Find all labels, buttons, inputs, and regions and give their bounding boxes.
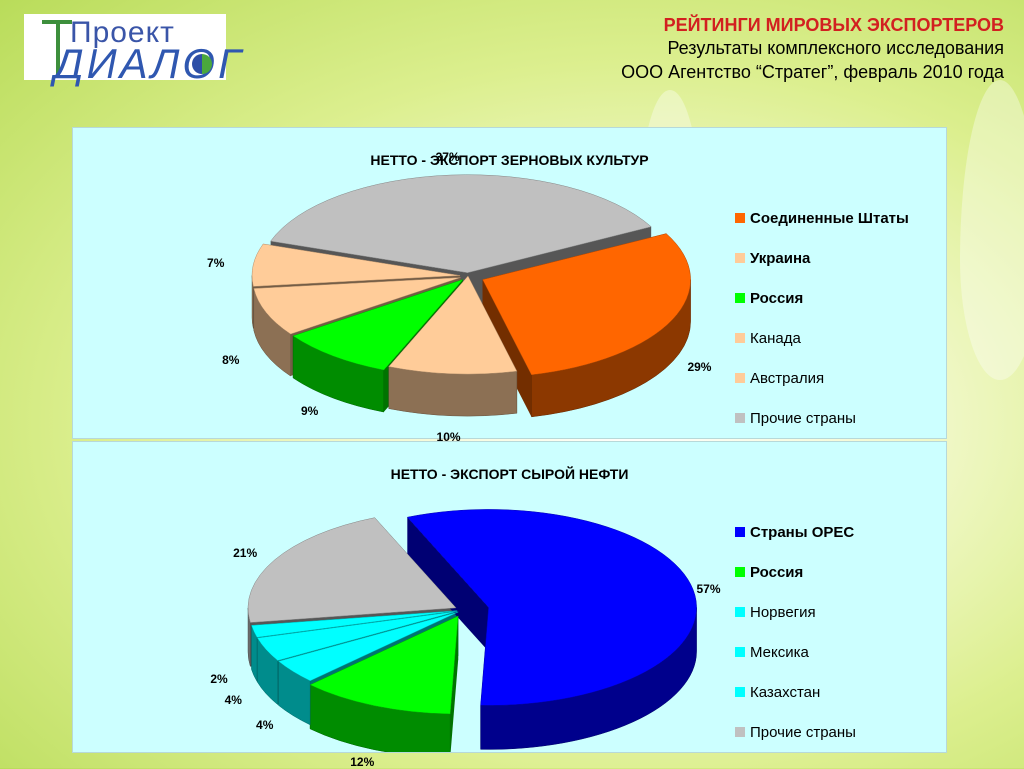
legend-item: Украина bbox=[735, 250, 810, 267]
subtitle: Результаты комплексного исследования bbox=[667, 38, 1004, 58]
yin-yang-icon bbox=[192, 54, 212, 74]
pie-chart-grain bbox=[251, 174, 691, 418]
logo-text-top: Проект bbox=[70, 16, 175, 49]
legend-swatch bbox=[735, 727, 745, 737]
pie-slice bbox=[388, 275, 518, 375]
data-label: 4% bbox=[256, 718, 274, 733]
logo-text-bottom: ДИАЛОГ bbox=[54, 40, 244, 87]
pie-slice bbox=[247, 517, 457, 623]
legend-swatch bbox=[735, 567, 745, 577]
legend-item: Мексика bbox=[735, 644, 809, 661]
data-label: 9% bbox=[301, 404, 319, 419]
legend-label: Страны ОРЕС bbox=[750, 524, 855, 541]
chart-panel-grain: НЕТТО - ЭКСПОРТ ЗЕРНОВЫХ КУЛЬТУР Соедине… bbox=[72, 127, 947, 444]
legend-label: Мексика bbox=[750, 644, 809, 661]
data-label: 2% bbox=[210, 671, 228, 686]
pie-slice bbox=[277, 611, 459, 682]
data-label: 10% bbox=[436, 430, 461, 445]
data-label: 29% bbox=[687, 360, 712, 374]
legend-label: Австралия bbox=[750, 370, 825, 387]
legend-swatch bbox=[735, 293, 745, 303]
pie-slice bbox=[251, 243, 461, 287]
data-label: 4% bbox=[224, 692, 242, 707]
legend-label: Казахстан bbox=[750, 684, 821, 701]
pie-slice bbox=[309, 615, 459, 715]
legend-item: Канада bbox=[735, 330, 801, 347]
legend-swatch bbox=[735, 687, 745, 697]
legend-item: Соединенные Штаты bbox=[735, 210, 909, 227]
legend-item: Россия bbox=[735, 564, 803, 581]
data-label: 57% bbox=[696, 581, 721, 596]
legend-label: Норвегия bbox=[750, 604, 816, 621]
legend-item: Россия bbox=[735, 290, 803, 307]
legend-label: Соединенные Штаты bbox=[750, 210, 909, 227]
pie-slice bbox=[251, 610, 458, 638]
legend-item: Австралия bbox=[735, 370, 824, 387]
pie-slice-face bbox=[407, 517, 489, 652]
legend-swatch bbox=[735, 527, 745, 537]
legend-label: Прочие страны bbox=[750, 410, 856, 427]
legend-swatch bbox=[735, 253, 745, 263]
header: РЕЙТИНГИ МИРОВЫХ ЭКСПОРТЕРОВ Результаты … bbox=[621, 14, 1004, 84]
pie-tops bbox=[247, 509, 697, 715]
legend-swatch bbox=[735, 413, 745, 423]
legend-swatch bbox=[735, 373, 745, 383]
data-label: 37% bbox=[435, 149, 460, 164]
page-title: РЕЙТИНГИ МИРОВЫХ ЭКСПОРТЕРОВ bbox=[663, 15, 1004, 35]
pie-slice bbox=[253, 277, 461, 335]
chart-panel-oil: НЕТТО - ЭКСПОРТ СЫРОЙ НЕФТИ Страны ОРЕС Р… bbox=[72, 441, 947, 769]
data-label: 12% bbox=[350, 754, 375, 769]
legend-item: Прочие страны bbox=[735, 410, 856, 427]
legend-swatch bbox=[735, 647, 745, 657]
logo-bar bbox=[42, 20, 72, 24]
pie-slice bbox=[256, 611, 458, 661]
legend-label: Украина bbox=[750, 250, 811, 267]
data-label: 8% bbox=[222, 353, 240, 368]
legend-item: Прочие страны bbox=[735, 724, 856, 741]
pie-slice bbox=[482, 233, 691, 376]
legend-label: Россия bbox=[750, 564, 804, 581]
legend-label: Канада bbox=[750, 330, 801, 347]
legend-label: Прочие страны bbox=[750, 724, 856, 741]
chart-title: НЕТТО - ЭКСПОРТ СЫРОЙ НЕФТИ bbox=[390, 466, 629, 482]
legend-label: Россия bbox=[750, 290, 804, 307]
legend-item: Норвегия bbox=[735, 604, 816, 621]
pie-slice bbox=[406, 509, 697, 706]
pie-slice bbox=[270, 174, 652, 273]
data-label: 7% bbox=[207, 256, 225, 271]
subtitle-date: ООО Агентство “Стратег”, февраль 2010 го… bbox=[621, 62, 1004, 82]
data-label: 21% bbox=[233, 545, 258, 560]
legend-item: Казахстан bbox=[735, 684, 820, 701]
legend-swatch bbox=[735, 607, 745, 617]
legend-swatch bbox=[735, 213, 745, 223]
pie-slice bbox=[292, 278, 464, 371]
pie-tops bbox=[251, 174, 691, 376]
pie-slice-face bbox=[450, 616, 459, 752]
legend-item: Страны ОРЕС bbox=[735, 524, 854, 541]
chart-title: НЕТТО - ЭКСПОРТ ЗЕРНОВЫХ КУЛЬТУР bbox=[370, 152, 649, 168]
legend-swatch bbox=[735, 333, 745, 343]
logo-bar bbox=[56, 20, 60, 78]
pie-chart-oil bbox=[247, 509, 697, 752]
logo: Проект ДИАЛОГ bbox=[24, 14, 241, 87]
